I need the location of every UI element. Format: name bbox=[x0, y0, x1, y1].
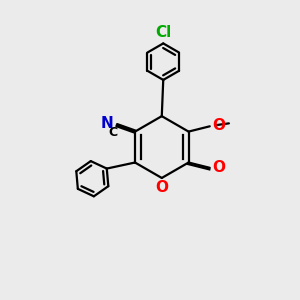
Text: Cl: Cl bbox=[155, 25, 171, 40]
Text: C: C bbox=[109, 126, 118, 139]
Text: N: N bbox=[101, 116, 114, 131]
Text: O: O bbox=[156, 180, 169, 195]
Text: O: O bbox=[212, 160, 225, 175]
Text: O: O bbox=[212, 118, 225, 133]
